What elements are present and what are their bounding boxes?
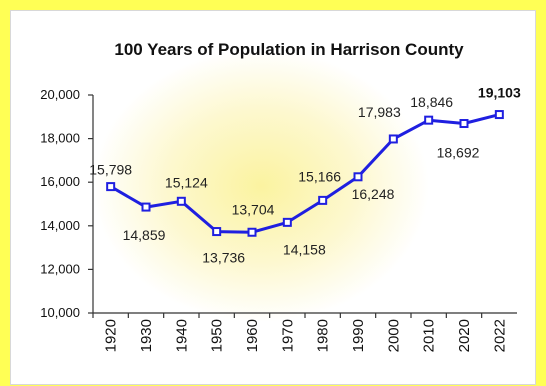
y-tick-label: 14,000 <box>40 218 80 233</box>
series-line <box>109 113 500 234</box>
data-point-marker <box>106 182 116 192</box>
x-tick-label: 1990 <box>350 319 367 352</box>
data-point-marker <box>388 134 398 144</box>
x-tick-label: 1920 <box>103 319 120 352</box>
x-tick-label: 2022 <box>491 319 508 352</box>
data-label: 18,692 <box>437 145 480 161</box>
x-tick-label: 2020 <box>456 319 473 352</box>
x-tick-label: 1950 <box>209 319 226 352</box>
y-tick-label: 16,000 <box>40 174 80 189</box>
x-tick-label: 1960 <box>244 319 261 352</box>
data-point-marker <box>247 227 257 237</box>
data-point-marker <box>176 196 186 206</box>
data-point-marker <box>353 172 363 182</box>
data-point-marker <box>318 195 328 205</box>
data-label: 17,983 <box>358 104 401 120</box>
data-point-marker <box>424 115 434 125</box>
data-label: 15,798 <box>89 162 132 178</box>
y-tick-label: 20,000 <box>40 87 80 102</box>
data-label: 16,248 <box>352 186 395 202</box>
x-tick-label: 2010 <box>421 319 438 352</box>
x-tick-label: 1980 <box>315 319 332 352</box>
y-axis-ticks: 10,000 12,000 14,000 16,000 18,000 20,000 <box>40 87 93 320</box>
data-label: 14,859 <box>123 227 166 243</box>
data-point-marker <box>282 217 292 227</box>
x-tick-label: 2000 <box>385 319 402 352</box>
data-labels: 15,798 14,859 15,124 13,736 13,704 14,158 15,1… <box>89 85 521 266</box>
series-markers <box>106 110 504 237</box>
y-tick-label: 18,000 <box>40 131 80 146</box>
data-point-marker <box>459 119 469 129</box>
chart-frame: 100 Years of Population in Harrison Coun… <box>10 10 536 385</box>
line-chart: 100 Years of Population in Harrison Coun… <box>40 40 521 352</box>
x-tick-label: 1930 <box>138 319 155 352</box>
data-label: 18,846 <box>410 94 453 110</box>
data-label: 13,704 <box>232 201 275 217</box>
y-tick-label: 10,000 <box>40 305 80 320</box>
x-tick-label: 1940 <box>173 319 190 352</box>
data-label: 13,736 <box>202 250 245 266</box>
data-point-marker <box>494 110 504 120</box>
data-label: 15,166 <box>298 168 341 184</box>
x-tick-label: 1970 <box>279 319 296 352</box>
data-point-marker <box>212 227 222 237</box>
data-label: 15,124 <box>165 174 208 190</box>
chart-title: 100 Years of Population in Harrison Coun… <box>114 40 464 59</box>
data-label: 14,158 <box>283 241 326 257</box>
x-axis-ticks: 1920 1930 1940 1950 1960 1970 1980 1990 2000 2010… <box>92 313 508 352</box>
y-tick-label: 12,000 <box>40 261 80 276</box>
data-point-marker <box>141 202 151 212</box>
data-label: 19,103 <box>478 85 521 101</box>
